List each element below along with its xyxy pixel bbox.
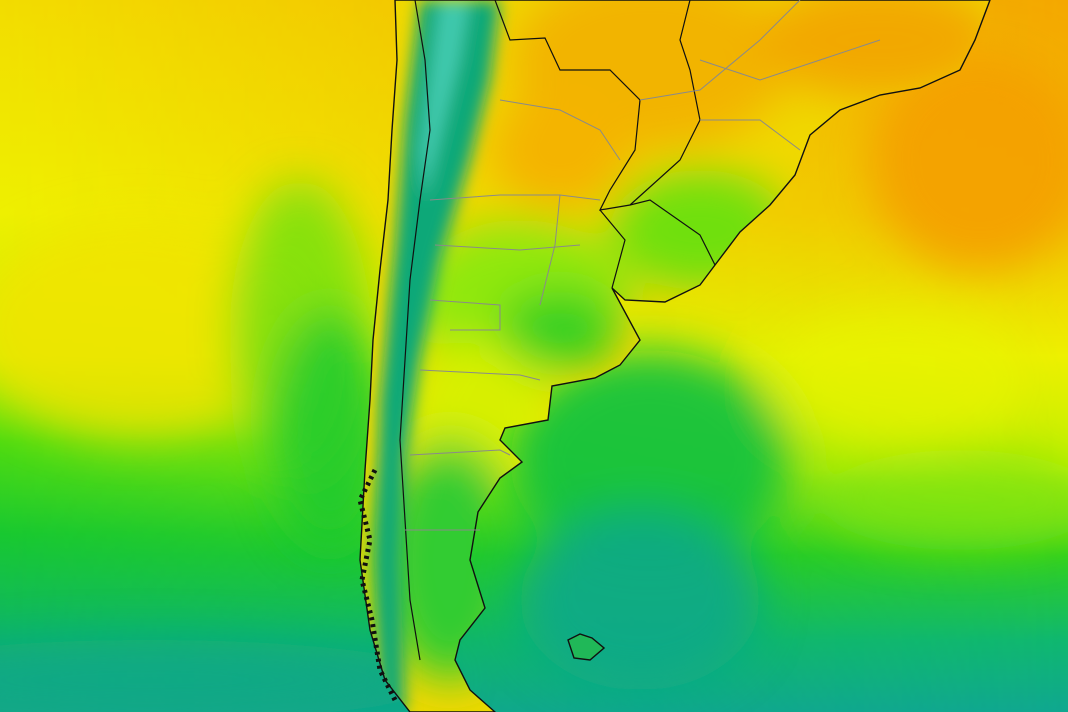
falkland-islands (567, 633, 606, 661)
province-borders (405, 0, 881, 531)
country-borders (399, 0, 716, 661)
